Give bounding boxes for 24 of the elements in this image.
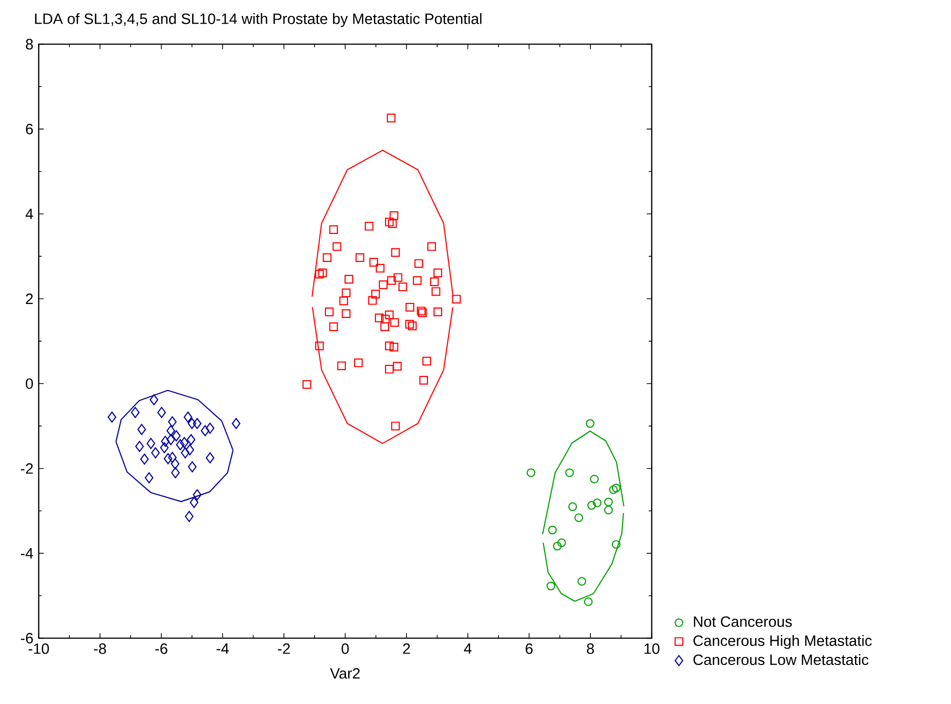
y-tick-label: 6 bbox=[26, 124, 33, 134]
x-tick-label: 6 bbox=[526, 643, 533, 654]
x-tick-label: -8 bbox=[94, 643, 106, 654]
legend-label: Cancerous High Metastatic bbox=[693, 635, 872, 649]
x-tick-label: 0 bbox=[342, 643, 349, 654]
x-tick-label: 10 bbox=[644, 643, 660, 654]
legend-label: Cancerous Low Metastatic bbox=[693, 654, 868, 666]
legend-label: Not Cancerous bbox=[694, 616, 792, 627]
y-tick-label: -4 bbox=[20, 548, 34, 558]
y-tick-label: 4 bbox=[26, 208, 34, 220]
x-tick-label: -6 bbox=[155, 643, 168, 654]
y-tick-label: 8 bbox=[26, 38, 33, 50]
x-axis-title: Var2 bbox=[330, 668, 360, 679]
y-tick-label: -6 bbox=[20, 632, 33, 644]
x-tick-label: 8 bbox=[586, 643, 594, 654]
x-tick-label: -2 bbox=[278, 643, 290, 654]
x-tick-label: -10 bbox=[28, 643, 49, 654]
x-tick-label: 4 bbox=[464, 643, 472, 654]
y-tick-label: 0 bbox=[26, 378, 33, 389]
x-tick-label: -4 bbox=[216, 643, 229, 654]
y-tick-label: -2 bbox=[20, 463, 33, 474]
chart-title: LDA of SL1,3,4,5 and SL10-14 with Prostate by Metastatic Potential bbox=[35, 13, 482, 28]
y-tick-label: 2 bbox=[26, 294, 33, 304]
x-tick-label: 2 bbox=[403, 643, 410, 654]
